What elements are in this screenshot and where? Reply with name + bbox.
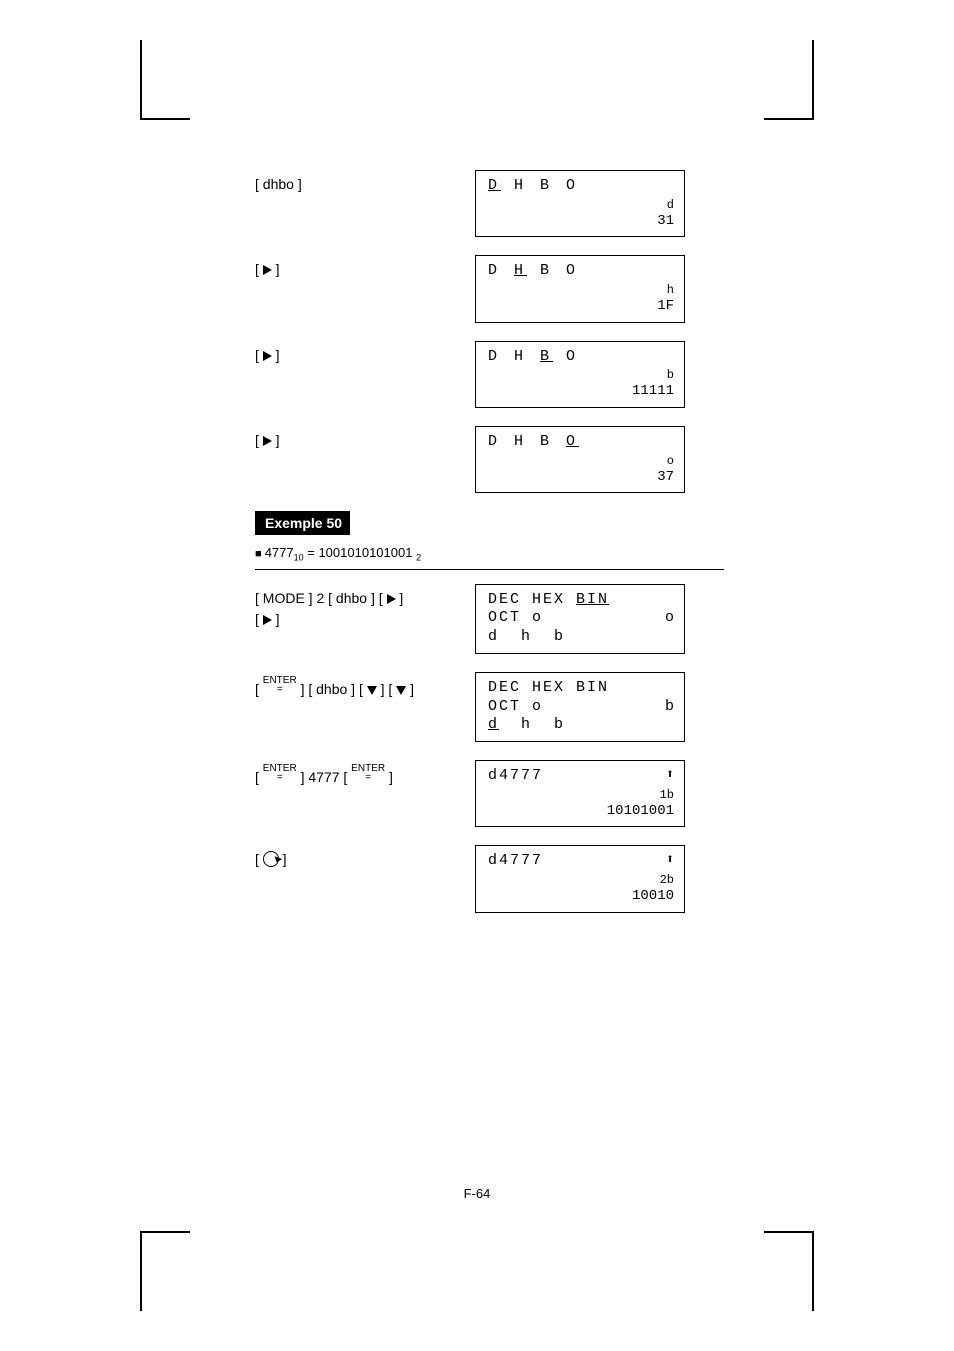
right-arrow-icon	[263, 436, 272, 446]
display-line: d h b	[488, 628, 674, 647]
recycle-icon	[263, 851, 279, 867]
display-mode-line: D H B O	[488, 177, 674, 196]
display-suffix: 2b	[488, 873, 674, 888]
content-area: [ dhbo ]D H B Od31[ ]D H B Oh1F[ ]D H B …	[255, 170, 724, 931]
key-sequence: [ ]	[255, 341, 475, 366]
calculator-display: DEC HEX BINOCT obd h b	[475, 672, 685, 742]
down-arrow-icon	[396, 686, 406, 695]
display-suffix: d	[488, 198, 674, 213]
display-line: OCT ob	[488, 698, 674, 717]
instruction-row: [ ] ⬆d4777 2b10010	[255, 845, 724, 912]
right-arrow-icon	[263, 615, 272, 625]
display-value: 1F	[488, 298, 674, 316]
calculator-display: D H B Ob11111	[475, 341, 685, 408]
instruction-row: [ ] D H B O h1F	[255, 255, 724, 322]
equation-line: ■ 477710 = 1001010101001 2	[255, 545, 724, 570]
right-arrow-icon	[263, 351, 272, 361]
display-head: d4777	[488, 767, 674, 786]
key-sequence: [ ENTER= ] [ dhbo ] [ ] [ ]	[255, 672, 475, 700]
calculator-display: ⬆d4777 2b10010	[475, 845, 685, 912]
calculator-display: ⬆d4777 1b10101001	[475, 760, 685, 827]
display-mode-line: D H B O	[488, 348, 674, 367]
display-line: DEC HEX BIN	[488, 679, 674, 698]
down-arrow-icon	[367, 686, 377, 695]
calculator-display: DEC HEX BINOCT ood h b	[475, 584, 685, 654]
crop-mark	[764, 118, 814, 120]
eq-mid: = 1001010101001	[304, 545, 413, 560]
right-arrow-icon	[387, 594, 396, 604]
display-head: d4777	[488, 852, 674, 871]
enter-key-icon: ENTER=	[263, 764, 297, 783]
up-arrow-icon: ⬆	[666, 852, 674, 868]
page: [ dhbo ]D H B Od31[ ]D H B Oh1F[ ]D H B …	[0, 0, 954, 1351]
display-mode-line: D H B O	[488, 433, 674, 452]
key-sequence: [ dhbo ]	[255, 170, 475, 195]
crop-mark	[140, 1231, 190, 1233]
display-value: 11111	[488, 383, 674, 401]
calculator-display: D H B O d31	[475, 170, 685, 237]
key-sequence: [ ]	[255, 255, 475, 280]
display-value: 10010	[488, 888, 674, 906]
key-sequence: [ MODE ] 2 [ dhbo ] [ ][ ]	[255, 584, 475, 630]
crop-mark	[812, 40, 814, 120]
display-value: 10101001	[488, 803, 674, 821]
instruction-row: [ MODE ] 2 [ dhbo ] [ ][ ]DEC HEX BINOCT…	[255, 584, 724, 654]
instruction-row: [ ENTER= ] 4777 [ ENTER= ] ⬆d4777 1b101010…	[255, 760, 724, 827]
eq-sub2: 2	[416, 553, 421, 563]
instruction-row: [ dhbo ] D H B O d31	[255, 170, 724, 237]
crop-mark	[764, 1231, 814, 1233]
instruction-row: [ ENTER= ] [ dhbo ] [ ] [ ]DEC HEX BINOC…	[255, 672, 724, 742]
display-suffix: h	[488, 283, 674, 298]
display-suffix: 1b	[488, 788, 674, 803]
key-sequence: [ ]	[255, 845, 475, 870]
calculator-display: D H B O h1F	[475, 255, 685, 322]
instruction-row: [ ]D H B Ob11111	[255, 341, 724, 408]
eq-prefix: 4777	[265, 545, 294, 560]
crop-mark	[812, 1231, 814, 1311]
enter-key-icon: ENTER=	[263, 676, 297, 695]
calculator-display: D H B O o37	[475, 426, 685, 493]
key-sequence: [ ENTER= ] 4777 [ ENTER= ]	[255, 760, 475, 788]
crop-mark	[140, 40, 142, 120]
crop-mark	[140, 1231, 142, 1311]
example-heading: Exemple 50	[255, 511, 350, 535]
display-line: DEC HEX BIN	[488, 591, 674, 610]
instruction-row: [ ] D H B O o37	[255, 426, 724, 493]
crop-mark	[140, 118, 190, 120]
key-sequence: [ ]	[255, 426, 475, 451]
display-line: d h b	[488, 716, 674, 735]
display-value: 37	[488, 469, 674, 487]
display-line: OCT oo	[488, 609, 674, 628]
eq-sub1: 10	[294, 553, 304, 563]
up-arrow-icon: ⬆	[666, 767, 674, 783]
display-suffix: b	[488, 368, 674, 383]
display-value: 31	[488, 213, 674, 231]
square-bullet-icon: ■	[255, 548, 265, 560]
enter-key-icon: ENTER=	[351, 764, 385, 783]
display-suffix: o	[488, 454, 674, 469]
display-mode-line: D H B O	[488, 262, 674, 281]
page-footer: F-64	[0, 1186, 954, 1201]
right-arrow-icon	[263, 265, 272, 275]
